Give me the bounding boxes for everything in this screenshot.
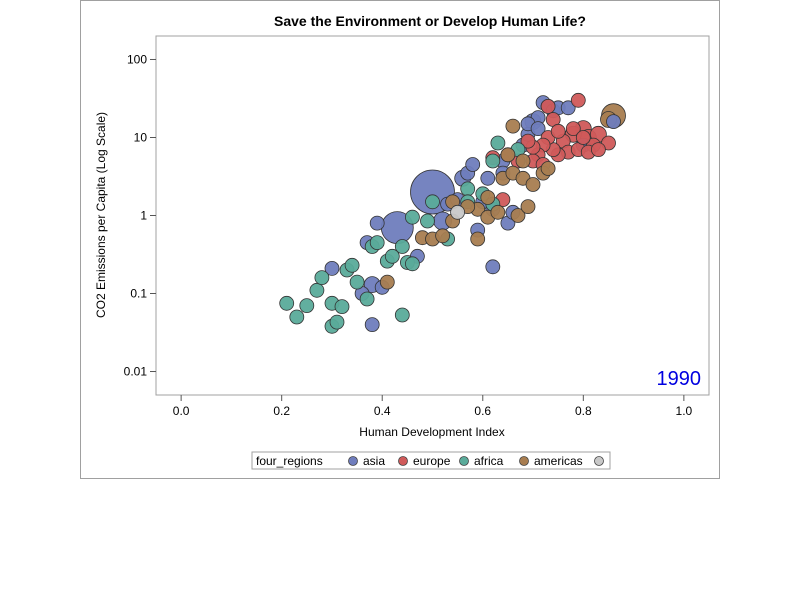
data-point-americas xyxy=(435,228,451,244)
data-point-africa xyxy=(344,257,360,273)
data-point-africa xyxy=(349,274,365,290)
data-point-americas xyxy=(505,118,521,134)
data-point-africa xyxy=(369,235,385,251)
x-tick-label: 0.6 xyxy=(474,404,491,418)
data-point-europe xyxy=(591,142,606,158)
data-point-asia xyxy=(485,259,501,275)
plot-area xyxy=(155,35,710,396)
data-point-africa xyxy=(404,256,420,272)
data-point-americas xyxy=(510,208,526,223)
data-point-europe xyxy=(565,121,581,136)
data-point-africa xyxy=(329,314,345,330)
legend-label-africa: africa xyxy=(474,454,504,468)
data-point-africa xyxy=(394,239,410,254)
data-point-asia xyxy=(369,215,385,231)
data-point-africa xyxy=(460,181,476,197)
legend-marker-asia xyxy=(348,456,358,466)
data-point-africa xyxy=(490,135,506,151)
data-point-americas xyxy=(515,153,531,169)
data-point-africa xyxy=(279,295,295,311)
points-layer xyxy=(279,92,626,334)
data-point-africa xyxy=(359,291,375,307)
data-point-europe xyxy=(550,123,566,139)
chart-title: Save the Environment or Develop Human Li… xyxy=(274,13,586,29)
data-point-americas xyxy=(525,177,541,192)
data-point-europe xyxy=(570,92,586,108)
x-tick-label: 0.0 xyxy=(173,404,190,418)
data-point-asia xyxy=(324,260,340,276)
y-tick-label: 100 xyxy=(127,52,147,66)
legend-marker-africa xyxy=(459,456,469,466)
legend-box xyxy=(251,451,611,470)
data-point-asia xyxy=(465,157,481,172)
data-point-asia xyxy=(364,317,380,333)
chart-frame: Save the Environment or Develop Human Li… xyxy=(80,0,720,479)
legend-label-americas: americas xyxy=(534,454,583,468)
y-tick-label: 0.01 xyxy=(124,365,148,379)
y-tick-label: 10 xyxy=(134,130,148,144)
data-point-africa xyxy=(314,270,330,286)
x-tick-label: 0.8 xyxy=(575,404,592,418)
data-point-unknown xyxy=(450,204,466,220)
data-point-americas xyxy=(480,190,496,205)
data-point-europe xyxy=(520,133,536,149)
data-point-africa xyxy=(425,194,440,210)
x-axis-label: Human Development Index xyxy=(359,425,504,439)
data-point-asia xyxy=(530,121,546,136)
data-point-americas xyxy=(520,199,536,215)
data-point-europe xyxy=(575,130,591,145)
x-axis: 0.0 0.2 0.4 0.6 0.8 1.0 xyxy=(173,395,693,418)
data-point-americas xyxy=(379,274,395,290)
data-point-africa xyxy=(404,209,420,225)
data-point-africa xyxy=(299,298,315,314)
data-point-africa xyxy=(420,213,435,229)
y-axis: 0.01 0.1 1 10 100 xyxy=(124,52,156,379)
legend-marker-europe xyxy=(398,456,408,466)
legend-label-europe: europe xyxy=(413,454,451,468)
data-point-africa xyxy=(394,307,410,323)
data-point-asia xyxy=(480,170,496,186)
y-tick-label: 1 xyxy=(140,209,147,223)
data-point-asia xyxy=(560,100,576,116)
legend-marker-unknown xyxy=(594,456,604,466)
legend-title: four_regions xyxy=(256,454,323,468)
y-tick-label: 0.1 xyxy=(130,287,147,301)
year-annotation: 1990 xyxy=(657,368,702,390)
data-point-americas xyxy=(470,231,486,247)
data-point-africa xyxy=(334,299,350,315)
data-point-americas xyxy=(500,147,516,163)
x-tick-label: 1.0 xyxy=(676,404,693,418)
data-point-africa xyxy=(485,153,501,169)
x-tick-label: 0.4 xyxy=(374,404,391,418)
data-point-europe xyxy=(540,99,556,114)
y-axis-label: CO2 Emissions per Capita (Log Scale) xyxy=(94,112,108,318)
scatter-chart: Save the Environment or Develop Human Li… xyxy=(94,13,710,470)
legend: four_regions asia europe africa americas xyxy=(251,451,611,470)
data-point-africa xyxy=(289,309,305,325)
x-tick-label: 0.2 xyxy=(273,404,290,418)
legend-label-asia: asia xyxy=(363,454,385,468)
data-point-americas xyxy=(490,204,506,220)
data-point-africa xyxy=(384,248,400,264)
data-point-africa xyxy=(309,282,325,298)
legend-marker-americas xyxy=(519,456,529,466)
data-point-americas xyxy=(540,161,556,176)
data-point-asia xyxy=(606,114,621,129)
